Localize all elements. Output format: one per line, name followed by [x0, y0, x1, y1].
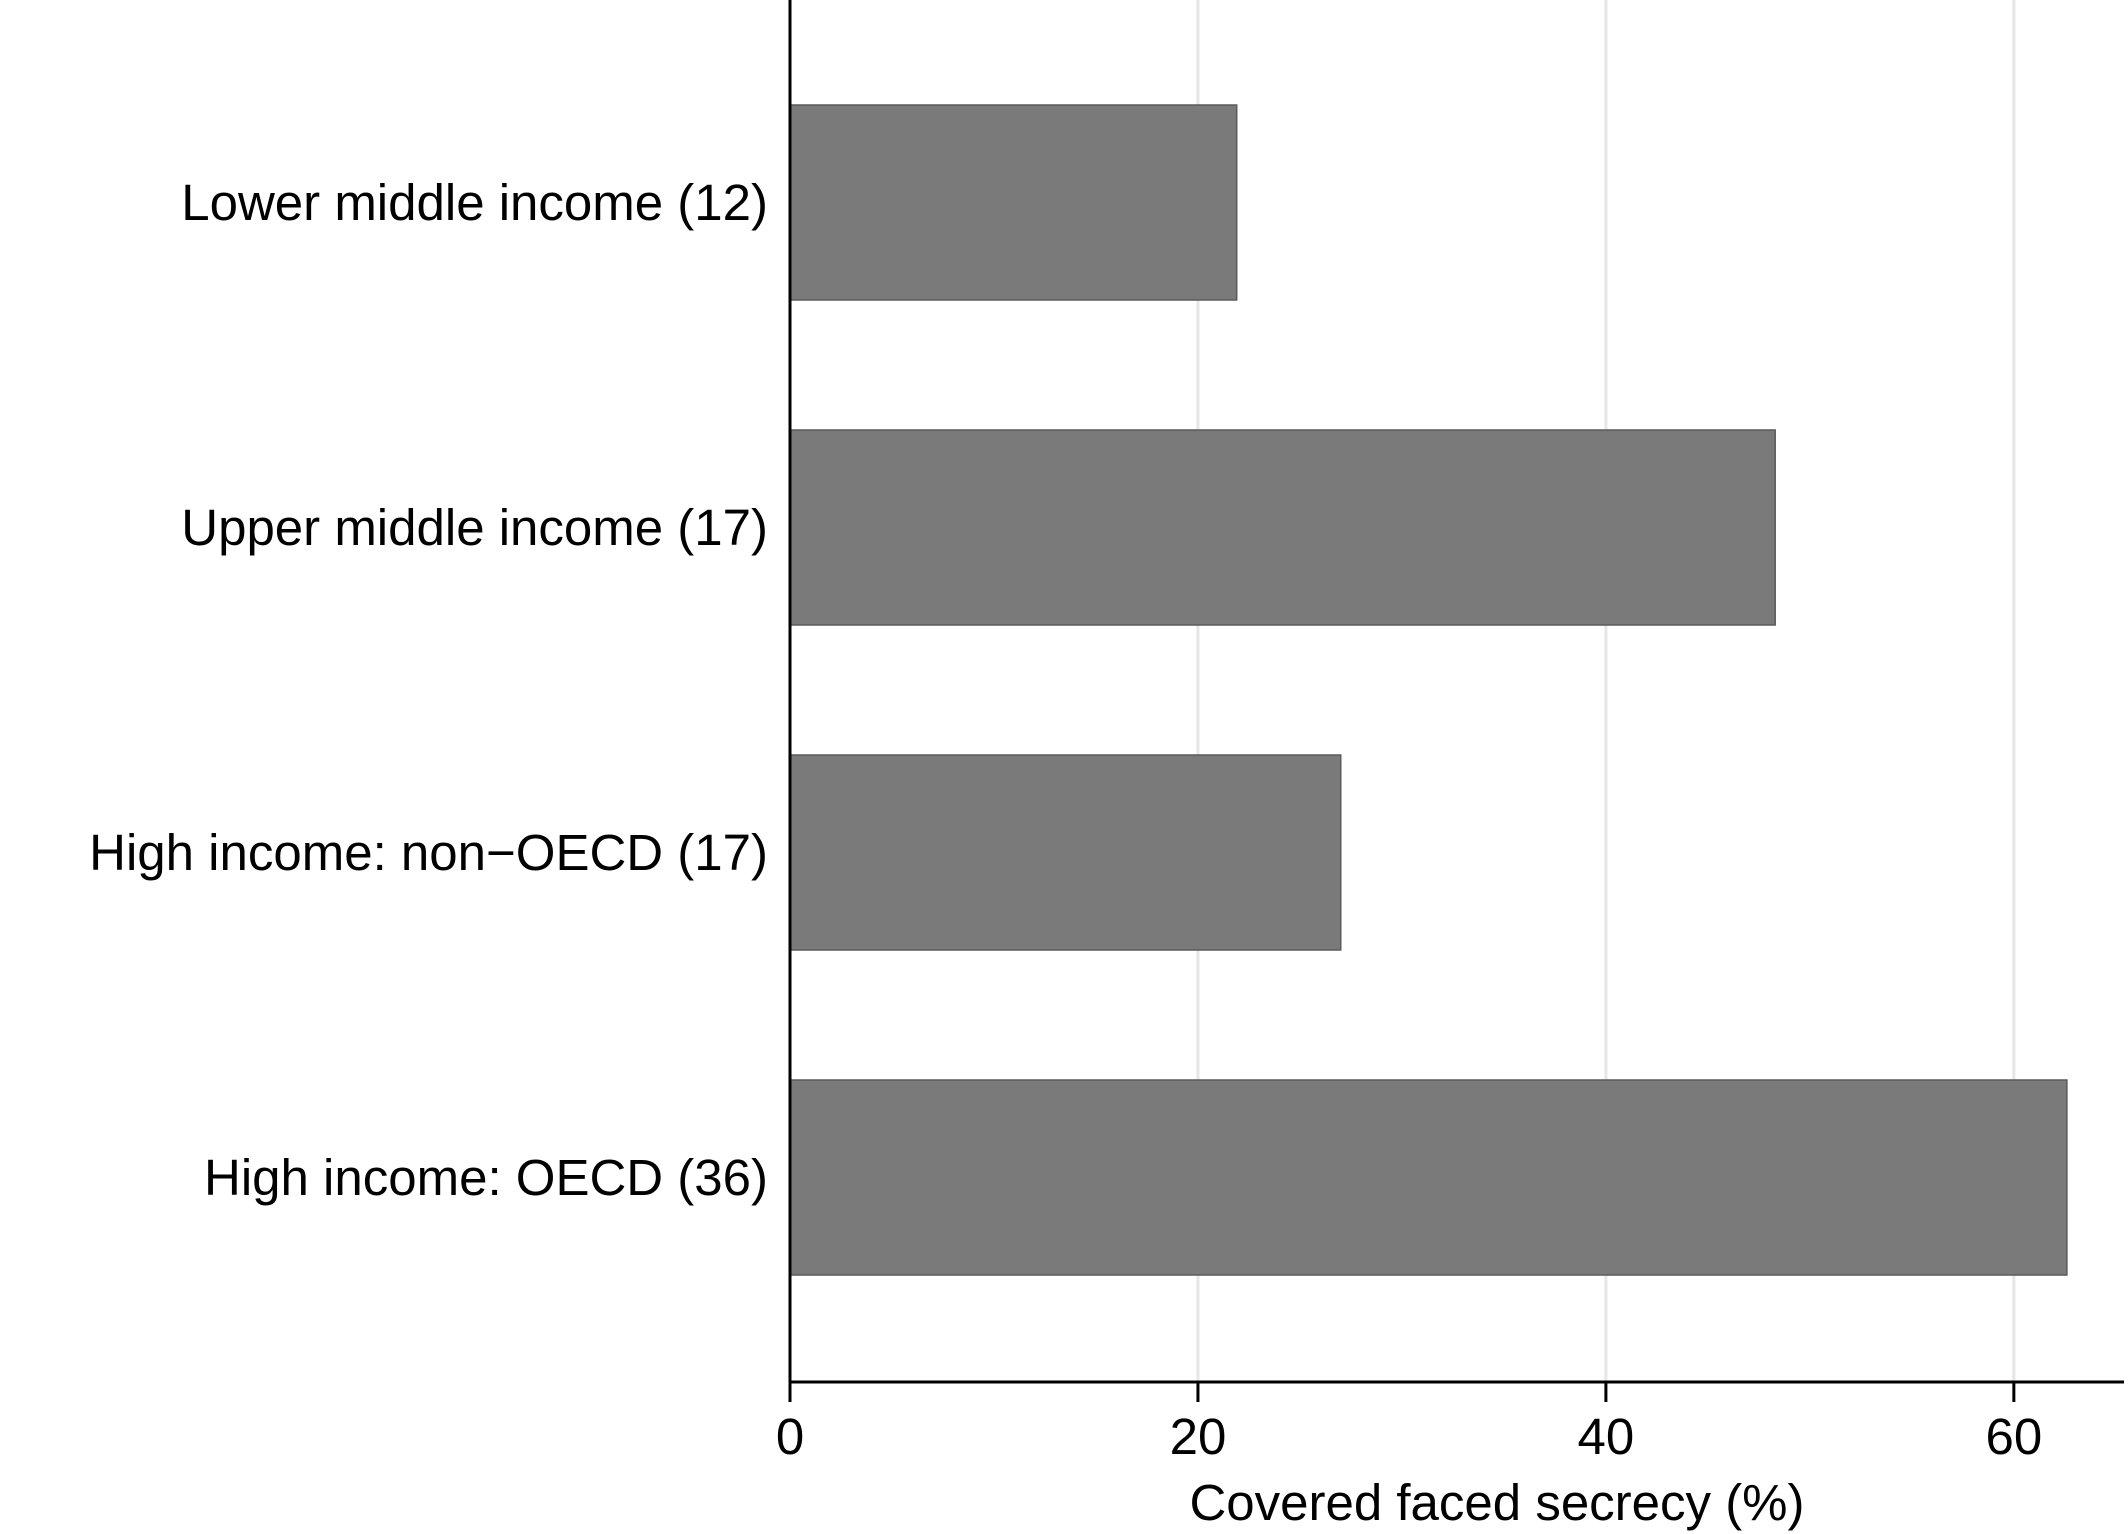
- axes: [788, 0, 2124, 1384]
- x-tick-label-3: 60: [1985, 1408, 2042, 1465]
- x-tick-label-0: 0: [776, 1408, 804, 1465]
- category-label-2: High income: non−OECD (17): [89, 824, 768, 881]
- category-label-0: Lower middle income (12): [181, 174, 768, 231]
- x-axis-title: Covered faced secrecy (%): [1189, 1474, 1804, 1531]
- category-label-1: Upper middle income (17): [181, 499, 768, 556]
- x-ticks: 0 20 40 60: [776, 1382, 2042, 1465]
- category-label-3: High income: OECD (36): [204, 1149, 768, 1206]
- category-labels: Lower middle income (12) Upper middle inc…: [89, 174, 768, 1206]
- bar-1: [789, 429, 1776, 626]
- bars: [789, 104, 2068, 1276]
- bar-3: [789, 1079, 2068, 1276]
- bar-2: [789, 754, 1342, 951]
- x-tick-label-2: 40: [1578, 1408, 1635, 1465]
- bar-0: [789, 104, 1238, 301]
- x-tick-label-1: 20: [1170, 1408, 1227, 1465]
